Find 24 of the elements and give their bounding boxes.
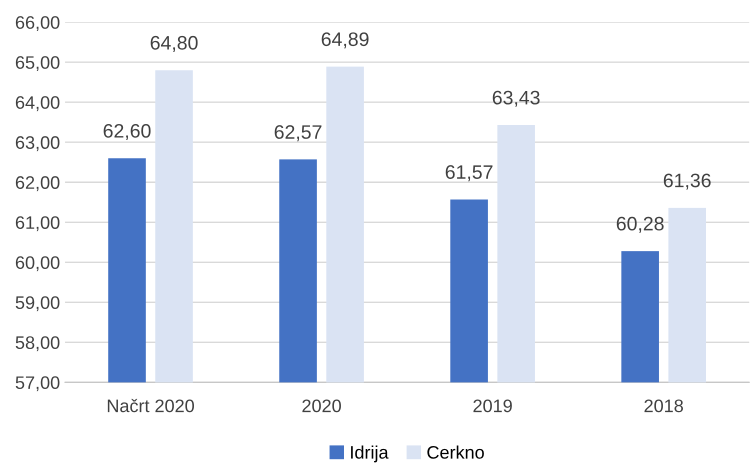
y-tick-label: 58,00 — [16, 336, 60, 352]
y-tick-label: 59,00 — [16, 296, 60, 312]
data-label: 62,57 — [274, 125, 322, 142]
y-tick-label: 65,00 — [16, 56, 60, 72]
data-label: 62,60 — [104, 124, 151, 140]
y-tick-label: 63,00 — [16, 136, 60, 152]
y-tick-label: 60,00 — [16, 256, 60, 272]
y-tick-label: 62,00 — [16, 176, 60, 192]
y-tick-label: 61,00 — [16, 216, 60, 232]
legend-label: Idrija — [351, 445, 389, 462]
x-tick-label: 2019 — [473, 399, 512, 412]
x-tick-label: 2020 — [302, 399, 341, 412]
data-label: 60,28 — [616, 216, 664, 233]
x-tick-label: Načrt 2020 — [108, 398, 194, 412]
legend-label: Cerkno — [427, 445, 484, 459]
data-label: 61,57 — [446, 165, 492, 182]
x-tick-label: 2018 — [644, 399, 683, 412]
y-tick-label: 64,00 — [16, 96, 60, 112]
data-label: 64,89 — [322, 32, 369, 48]
data-label: 63,43 — [492, 90, 540, 107]
y-tick-label: 66,00 — [16, 16, 60, 32]
y-tick-label: 57,00 — [16, 376, 60, 392]
data-label: 61,36 — [664, 174, 711, 190]
data-label: 64,80 — [150, 36, 198, 52]
